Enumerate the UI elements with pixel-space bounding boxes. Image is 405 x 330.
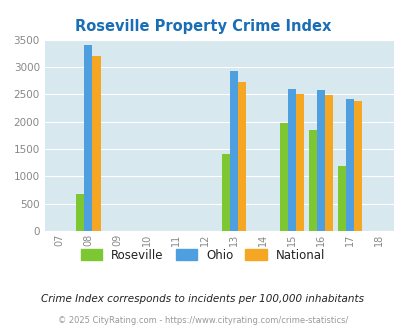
Bar (316, 90, 324, 231)
Bar (287, 89, 295, 231)
Bar (221, 154, 229, 231)
Text: Crime Index corresponds to incidents per 100,000 inhabitants: Crime Index corresponds to incidents per… (41, 294, 364, 304)
Bar (324, 95, 333, 231)
Bar (237, 82, 245, 231)
Bar (295, 94, 303, 231)
Bar (279, 123, 287, 231)
Legend: Roseville, Ohio, National: Roseville, Ohio, National (76, 244, 329, 266)
Text: © 2025 CityRating.com - https://www.cityrating.com/crime-statistics/: © 2025 CityRating.com - https://www.city… (58, 315, 347, 325)
Bar (345, 99, 354, 231)
Bar (92, 56, 100, 231)
Text: Roseville Property Crime Index: Roseville Property Crime Index (75, 19, 330, 34)
Bar (84, 45, 92, 231)
Bar (76, 194, 84, 231)
Bar (354, 101, 362, 231)
Bar (308, 130, 316, 231)
Bar (229, 71, 237, 231)
Bar (337, 166, 345, 231)
